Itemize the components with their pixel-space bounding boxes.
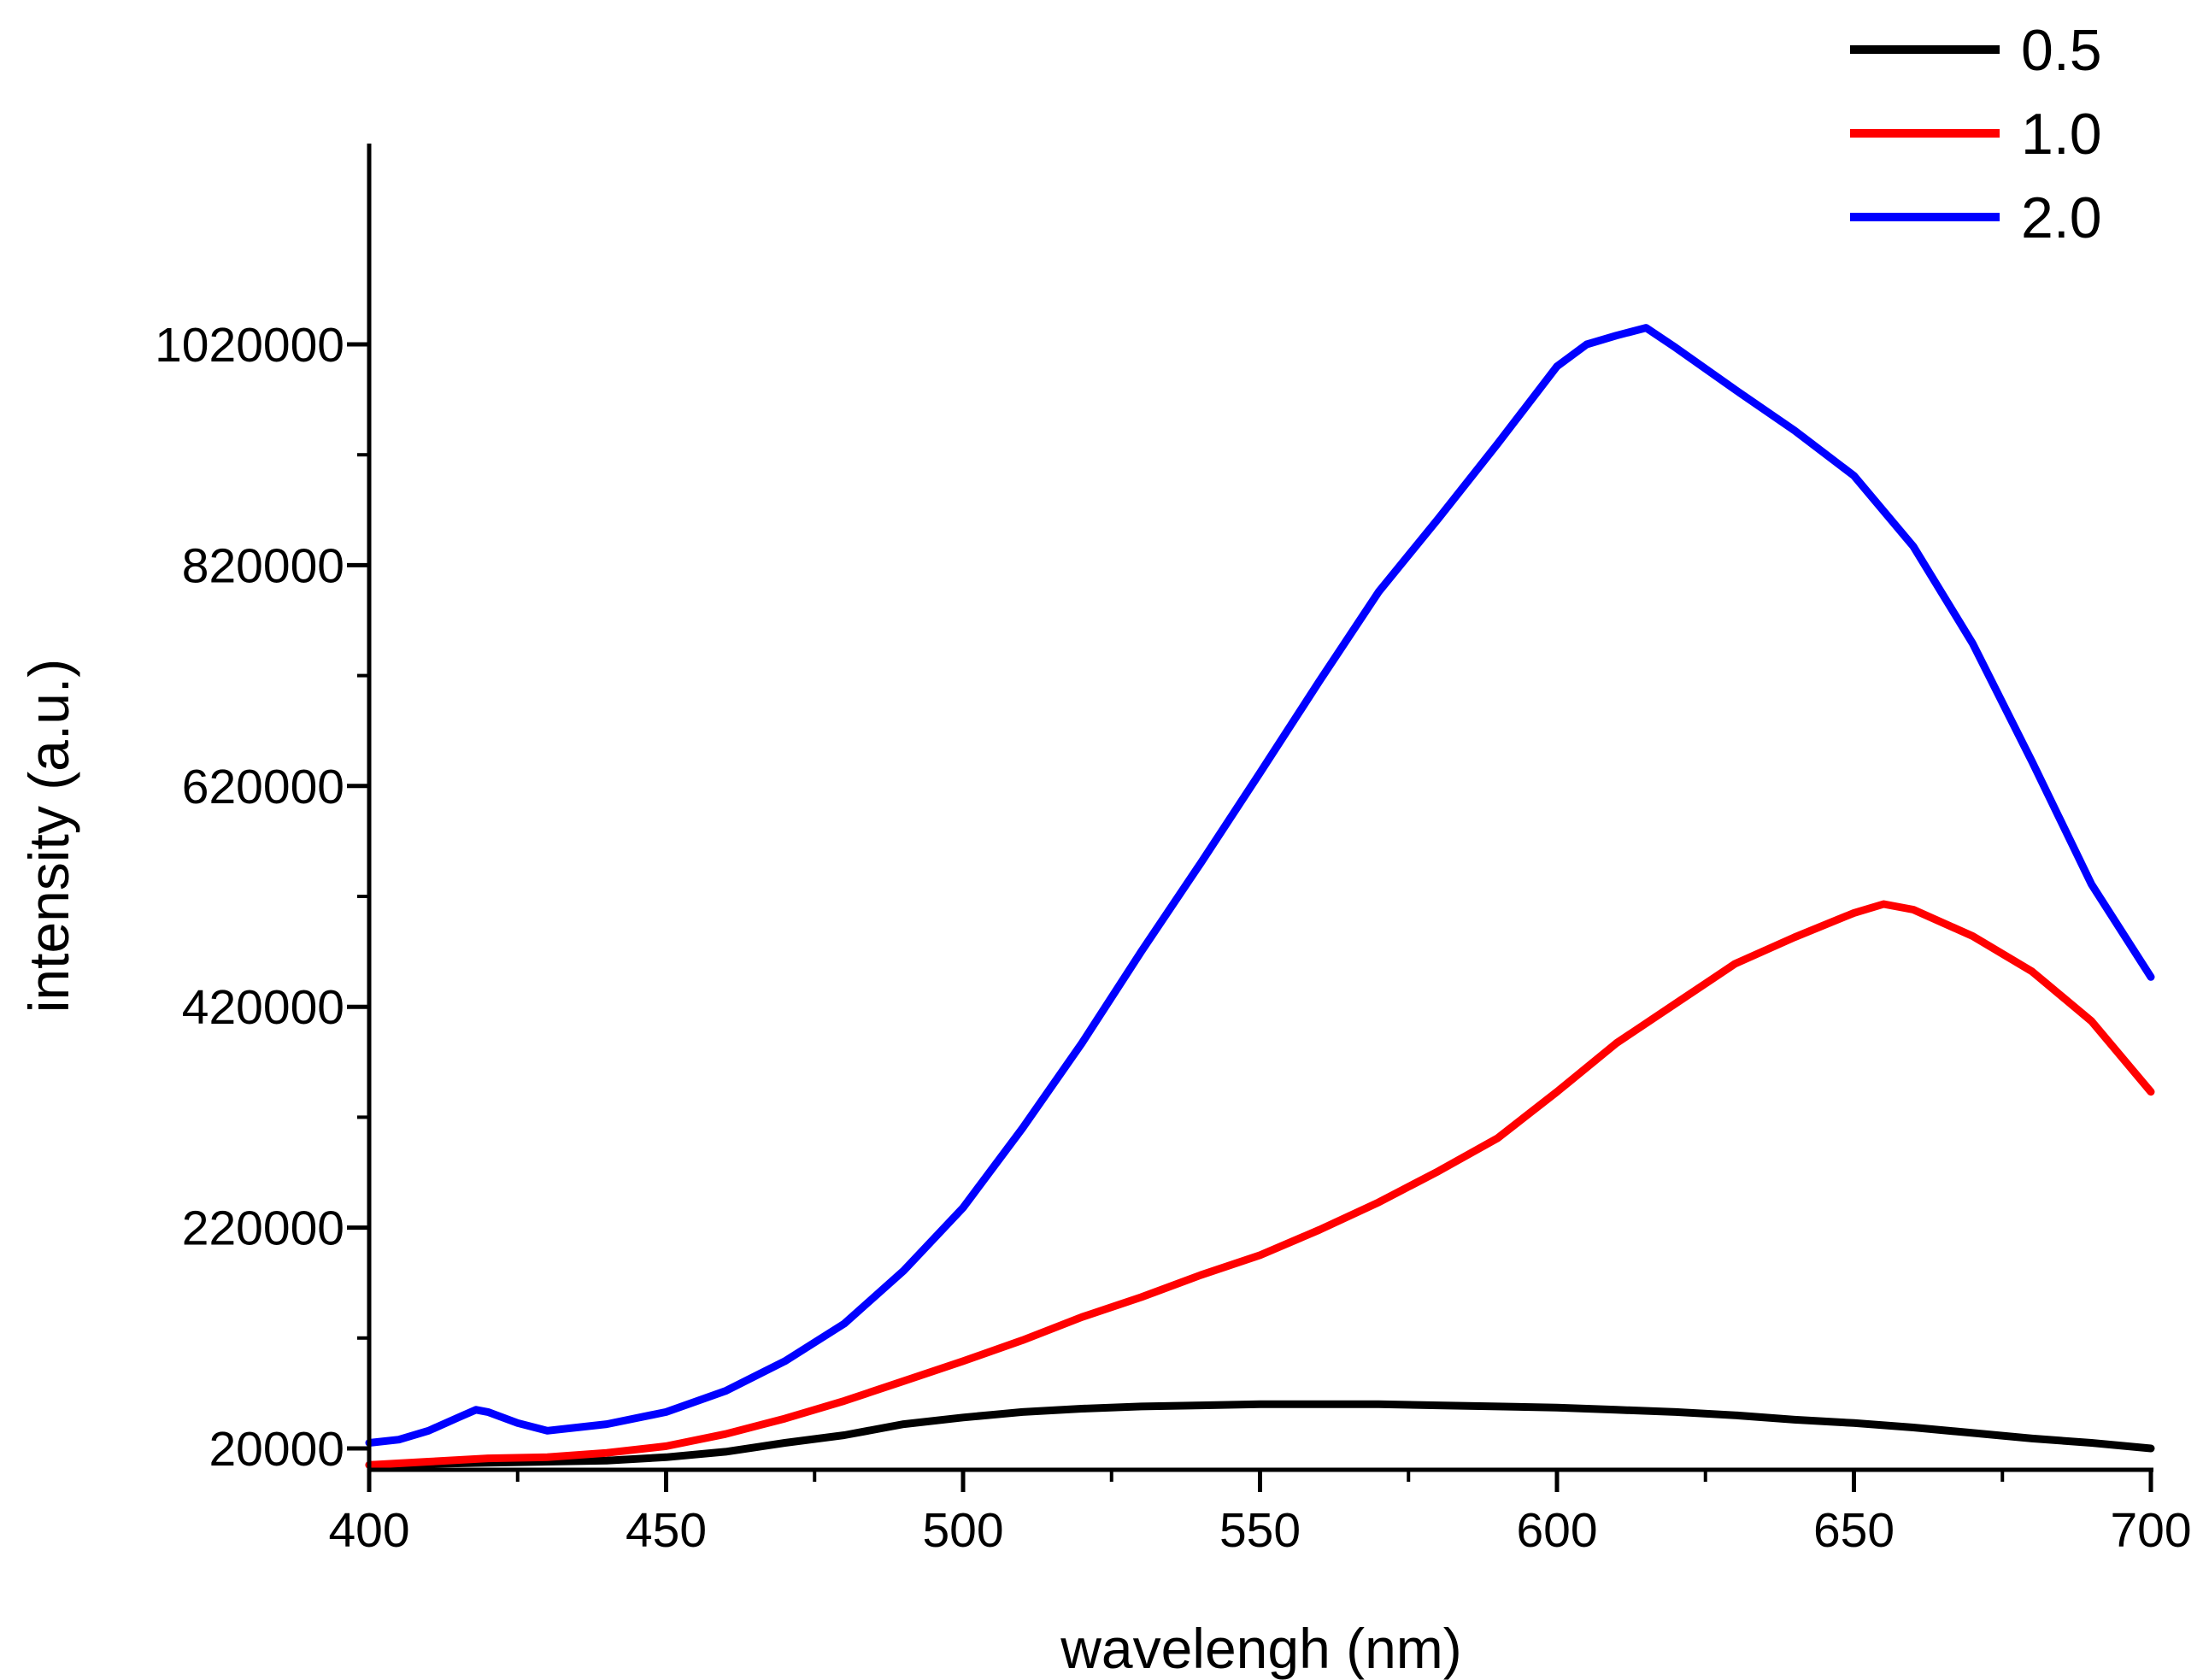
- legend-label-0.5: 0.5: [2021, 18, 2102, 83]
- x-tick-label: 400: [328, 1503, 409, 1558]
- y-ticks: 20000 220000 420000 620000 820000 1020000: [155, 318, 369, 1477]
- y-tick-label: 1020000: [155, 318, 344, 373]
- series-line-2.0: [365, 324, 2155, 1447]
- axes: [367, 144, 2153, 1472]
- x-tick-label: 600: [1516, 1503, 1597, 1558]
- y-axis-title: intensity (a.u.): [17, 659, 80, 1013]
- x-axis-title: wavelengh (nm): [1060, 1617, 1462, 1680]
- x-ticks: 400 450 500 550 600 650 700: [328, 1470, 2192, 1558]
- plot-lines: [365, 324, 2155, 1469]
- y-tick-label: 20000: [209, 1422, 344, 1477]
- x-tick-label: 650: [1813, 1503, 1895, 1558]
- y-tick-label: 620000: [182, 760, 344, 814]
- series-line-1.0: [365, 900, 2155, 1469]
- x-tick-label: 700: [2110, 1503, 2191, 1558]
- y-tick-label: 820000: [182, 538, 344, 593]
- legend: 0.5 1.0 2.0: [1850, 18, 2102, 250]
- x-tick-label: 450: [626, 1503, 707, 1558]
- y-tick-label: 420000: [182, 980, 344, 1035]
- y-tick-label: 220000: [182, 1201, 344, 1256]
- x-tick-label: 500: [922, 1503, 1003, 1558]
- legend-label-2.0: 2.0: [2021, 185, 2102, 250]
- x-tick-label: 550: [1219, 1503, 1301, 1558]
- series-line-0.5: [365, 1400, 2155, 1469]
- legend-label-1.0: 1.0: [2021, 102, 2102, 167]
